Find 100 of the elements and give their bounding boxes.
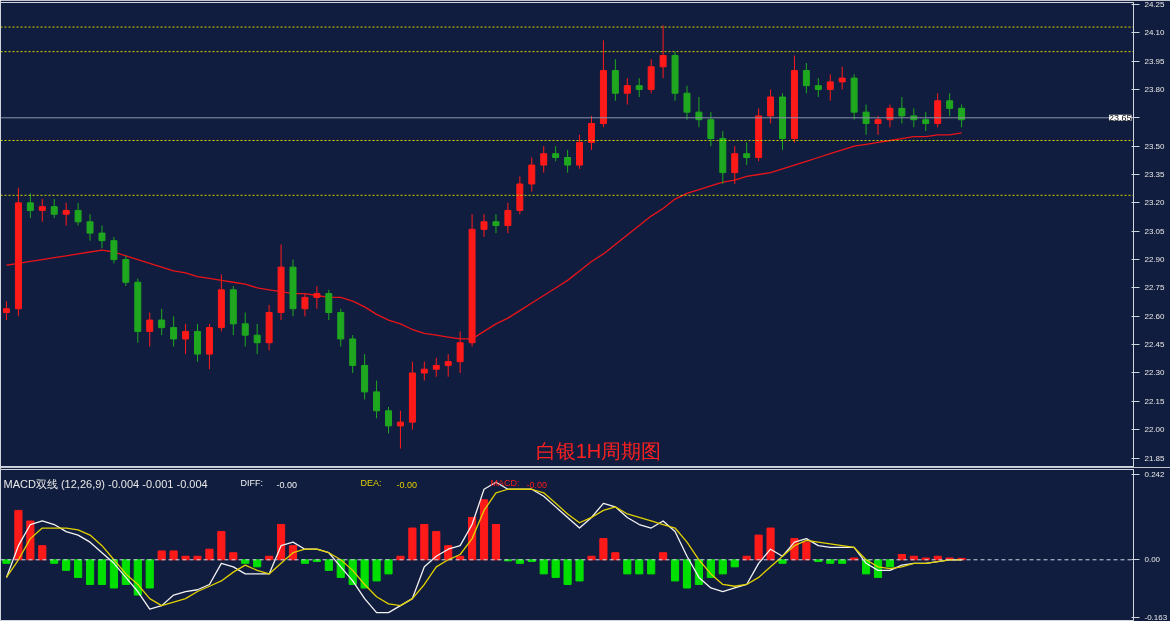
bar [253,559,262,568]
candlestick [194,323,201,363]
candlestick [743,141,751,166]
candlestick [838,66,846,90]
bar [611,552,620,561]
bar [74,559,83,578]
y-tick-label: 22.45 [1144,340,1166,350]
bar [372,559,381,582]
candlestick [480,213,488,238]
candlestick [528,157,536,193]
candlestick [540,145,548,174]
bar [754,534,763,561]
candlestick [611,58,619,102]
bar [730,559,739,568]
bar [491,524,501,561]
candlestick [2,300,10,321]
candlestick [146,312,154,348]
bar [14,509,23,561]
bar [575,559,584,582]
candlestick [122,255,130,287]
bar [229,552,238,561]
candlestick [50,198,58,219]
y-tick-label: 22.00 [1144,425,1166,435]
y-tick-label: 22.60 [1144,311,1166,321]
bar [551,559,560,578]
bar [838,559,847,564]
annotation: -0.00 [526,479,548,490]
candlestick [62,202,70,227]
candlestick [313,285,321,310]
candlestick [241,312,249,348]
bar [145,559,154,589]
bar [647,559,656,575]
bar [826,559,835,564]
bar [85,559,95,585]
candlestick [576,134,584,170]
candlestick [444,353,452,378]
candlestick [767,88,775,124]
candlestick [26,192,34,219]
bar [682,559,692,589]
y-tick-label: 23.80 [1144,84,1166,94]
y-tick-label: 24.10 [1144,28,1166,38]
bar [659,552,668,561]
candlestick [86,213,94,242]
text: 白银1H周期图 [535,439,662,462]
candlestick [432,357,440,378]
candlestick [814,77,822,98]
y-tick-label: 24.25 [1144,0,1166,9]
candlestick [182,323,190,355]
candlestick [898,96,906,124]
text: DEA: [360,477,382,488]
bar [324,559,333,571]
candlestick [647,58,655,94]
candlestick [934,92,942,128]
candlestick [659,24,667,79]
bar [718,559,727,575]
bar [479,499,489,561]
candlestick [158,308,166,336]
line-series [5,132,963,340]
y-tick-label: 23.95 [1144,56,1166,66]
candlestick [886,104,894,128]
candlestick [110,236,118,264]
bar [408,527,417,561]
bar [217,531,226,561]
candlestick [98,225,106,249]
bar [205,548,214,561]
bar [635,559,644,575]
annotation: -0.00 [396,479,418,490]
candlestick [564,149,572,174]
bar [670,559,680,582]
bar [109,559,118,589]
y-tick-label: 22.30 [1144,368,1166,378]
y-tick-label: 23.05 [1144,226,1166,236]
annotation: -0.00 [276,479,298,490]
bar [157,550,166,561]
bar [241,559,250,564]
bar [2,559,11,564]
candlestick [492,213,500,234]
bar [539,559,548,575]
candlestick [385,406,392,434]
bar [420,524,429,561]
candlestick [695,96,703,128]
bar [300,559,310,564]
ref-line-label: 23.65 [1108,112,1132,123]
candlestick [635,77,643,98]
candlestick [504,202,512,234]
annotation: MACD双线 (12,26,9) -0.004 -0.001 -0.004 [3,477,208,490]
bar [515,559,524,564]
candlestick [170,315,178,348]
candlestick [922,111,930,132]
y-tick-label: 22.75 [1144,283,1166,293]
candlestick [731,145,739,185]
candlestick [253,323,261,355]
candlestick [456,330,464,374]
y-tick-label: 23.35 [1144,170,1166,180]
candlestick [396,410,404,450]
bar [599,538,608,561]
candlestick [707,111,715,147]
candlestick [587,115,595,151]
candlestick [958,104,966,128]
candlestick [826,73,834,102]
